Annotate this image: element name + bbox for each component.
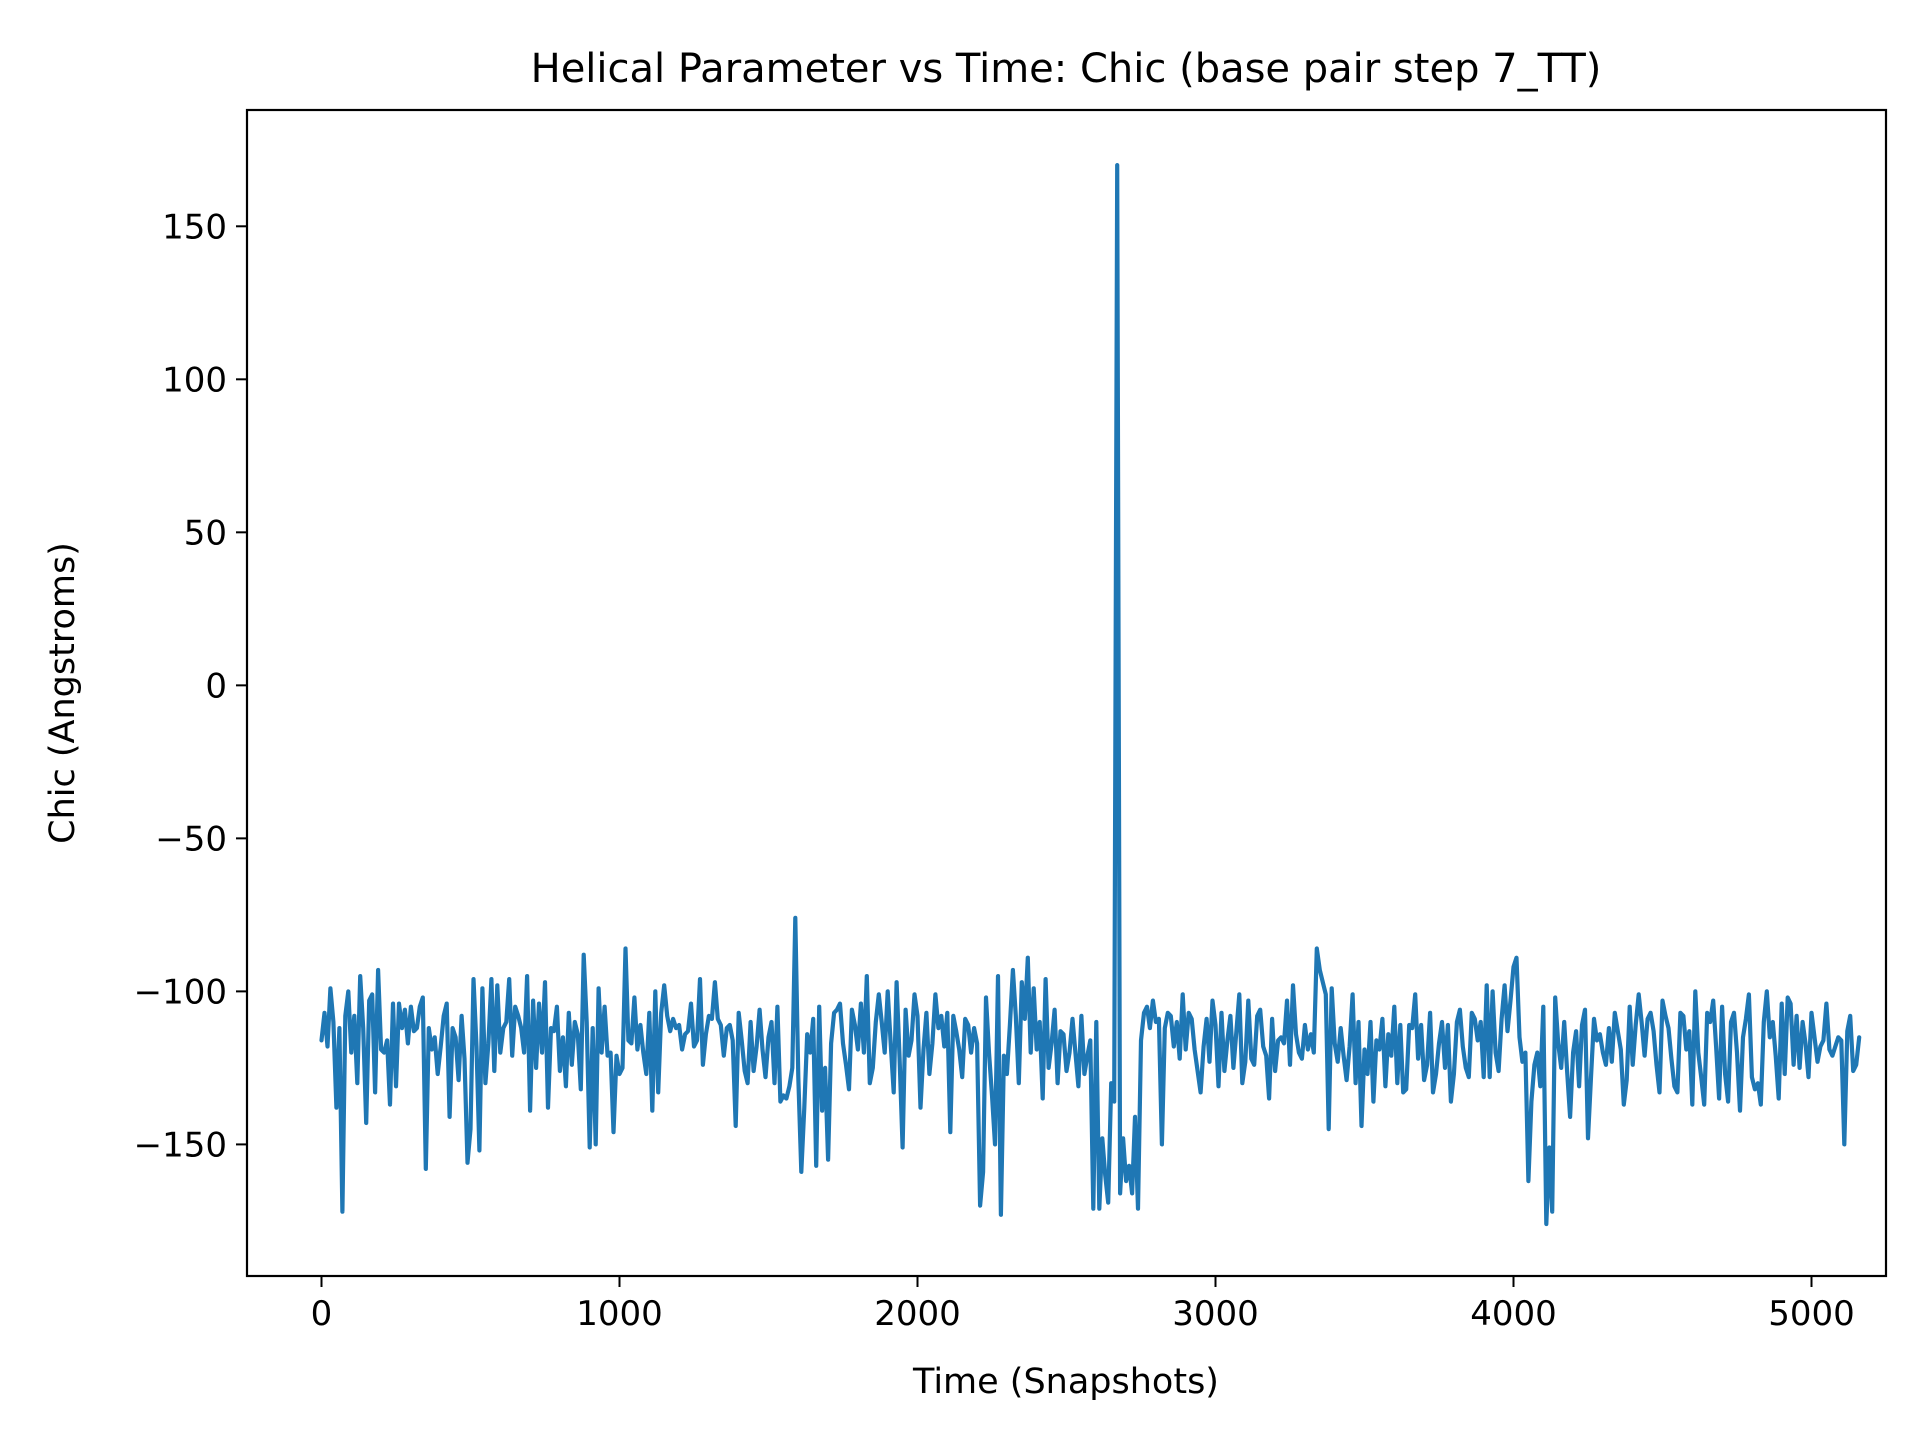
y-tick-label: −100 [134,972,227,1012]
y-axis-label: Chic (Angstroms) [43,542,83,844]
plot-frame [245,108,1888,1278]
x-tick-label: 4000 [1470,1294,1557,1334]
y-tick-label: 0 [205,666,227,706]
y-axis-ticks: −150 −100 −50 0 50 100 150 [134,207,247,1165]
y-tick-label: 50 [184,513,227,553]
y-tick-label: −50 [155,819,227,859]
x-tick-label: 0 [311,1294,333,1334]
x-tick-label: 5000 [1768,1294,1855,1334]
y-tick-label: −150 [134,1125,227,1165]
plot-clip-group [319,163,1862,1227]
series-line [319,163,1862,1227]
x-axis-ticks: 0 1000 2000 3000 4000 5000 [311,1276,1855,1334]
x-tick-label: 3000 [1172,1294,1259,1334]
y-tick-label: 100 [162,360,227,400]
x-tick-label: 1000 [576,1294,663,1334]
y-tick-label: 150 [162,207,227,247]
x-axis-label: Time (Snapshots) [912,1362,1219,1402]
chart-title: Helical Parameter vs Time: Chic (base pa… [531,46,1602,92]
x-tick-label: 2000 [874,1294,961,1334]
